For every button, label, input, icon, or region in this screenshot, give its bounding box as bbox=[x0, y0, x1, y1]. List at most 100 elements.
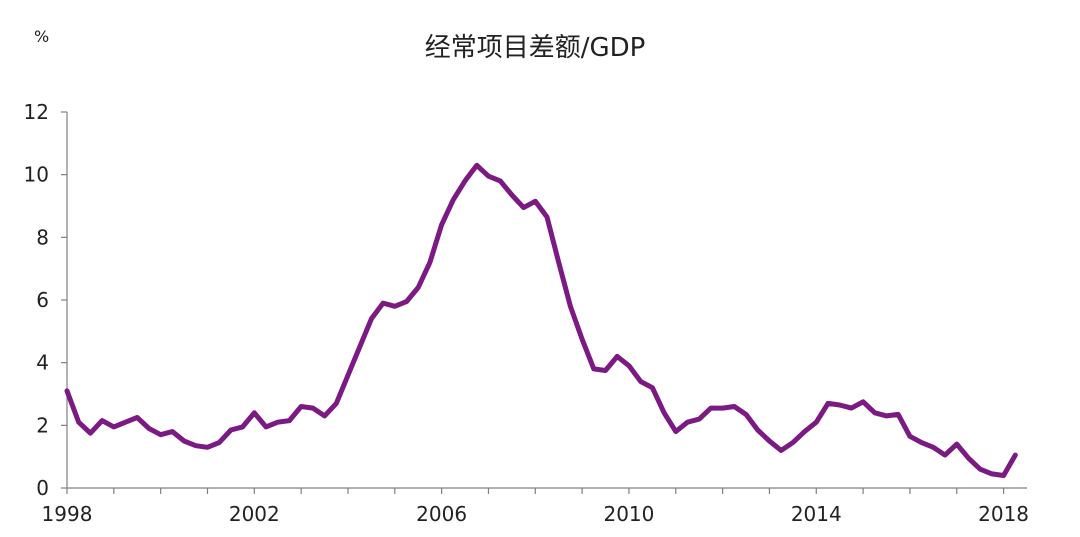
data-point bbox=[427, 260, 432, 265]
data-point bbox=[287, 418, 292, 423]
data-point bbox=[193, 443, 198, 448]
data-point bbox=[439, 222, 444, 227]
data-point bbox=[158, 432, 163, 437]
data-point bbox=[755, 428, 760, 433]
data-point bbox=[228, 428, 233, 433]
y-tick-label: 2 bbox=[36, 413, 49, 437]
data-point bbox=[884, 413, 889, 418]
data-point bbox=[978, 467, 983, 472]
data-point bbox=[357, 345, 362, 350]
data-point bbox=[966, 456, 971, 461]
data-point bbox=[392, 304, 397, 309]
axes: 0 2 4 6 8 10 12 1998 2002 2006 2010 2014 2018 bbox=[24, 100, 1029, 526]
data-point bbox=[872, 410, 877, 415]
data-point bbox=[404, 299, 409, 304]
data-point bbox=[556, 260, 561, 265]
data-point bbox=[310, 406, 315, 411]
data-point bbox=[697, 417, 702, 422]
chart-title: 经常项目差额/GDP bbox=[425, 33, 646, 63]
data-point bbox=[498, 178, 503, 183]
data-point bbox=[849, 406, 854, 411]
data-point bbox=[217, 440, 222, 445]
y-unit-label: % bbox=[34, 27, 49, 46]
data-point bbox=[76, 420, 81, 425]
y-tick-label: 4 bbox=[36, 351, 49, 375]
series-line bbox=[64, 162, 1018, 478]
data-point bbox=[779, 448, 784, 453]
data-point bbox=[463, 178, 468, 183]
data-point bbox=[943, 453, 948, 458]
data-point bbox=[650, 385, 655, 390]
data-point bbox=[205, 445, 210, 450]
data-point bbox=[322, 413, 327, 418]
data-point bbox=[907, 434, 912, 439]
data-point bbox=[591, 366, 596, 371]
data-point bbox=[123, 420, 128, 425]
data-point bbox=[100, 418, 105, 423]
data-point bbox=[580, 337, 585, 342]
data-point bbox=[275, 420, 280, 425]
data-point bbox=[521, 205, 526, 210]
data-point bbox=[708, 406, 713, 411]
data-point bbox=[919, 440, 924, 445]
data-point bbox=[111, 424, 116, 429]
data-point bbox=[568, 304, 573, 309]
data-point bbox=[533, 199, 538, 204]
y-tick-label: 6 bbox=[36, 288, 49, 312]
data-point bbox=[1013, 453, 1018, 458]
data-point bbox=[299, 404, 304, 409]
data-point bbox=[826, 401, 831, 406]
data-point bbox=[802, 429, 807, 434]
data-point bbox=[509, 193, 514, 198]
data-point bbox=[732, 404, 737, 409]
data-point bbox=[182, 439, 187, 444]
data-point bbox=[416, 285, 421, 290]
data-point bbox=[545, 215, 550, 220]
y-tick-label: 0 bbox=[36, 476, 49, 500]
data-point bbox=[767, 439, 772, 444]
data-point bbox=[264, 424, 269, 429]
data-point bbox=[451, 197, 456, 202]
data-point bbox=[486, 174, 491, 179]
data-point bbox=[369, 316, 374, 321]
data-point bbox=[837, 403, 842, 408]
data-point bbox=[603, 368, 608, 373]
x-tick-label: 2018 bbox=[978, 502, 1029, 526]
data-point bbox=[814, 420, 819, 425]
data-point bbox=[65, 388, 70, 393]
y-tick-label: 8 bbox=[36, 225, 49, 249]
data-point bbox=[474, 163, 479, 168]
data-point bbox=[88, 431, 93, 436]
data-point bbox=[615, 354, 620, 359]
y-tick-label: 12 bbox=[24, 100, 49, 124]
data-point bbox=[673, 429, 678, 434]
x-tick-label: 2010 bbox=[603, 502, 654, 526]
data-point bbox=[861, 399, 866, 404]
data-point bbox=[346, 373, 351, 378]
data-point bbox=[147, 426, 152, 431]
y-tick-label: 10 bbox=[24, 163, 49, 187]
data-point bbox=[790, 440, 795, 445]
x-tick-label: 1998 bbox=[42, 502, 93, 526]
data-point bbox=[685, 420, 690, 425]
data-point bbox=[662, 410, 667, 415]
data-point bbox=[170, 429, 175, 434]
x-tick-label: 2006 bbox=[416, 502, 467, 526]
data-point bbox=[240, 424, 245, 429]
data-point bbox=[989, 471, 994, 476]
x-tick-label: 2002 bbox=[229, 502, 280, 526]
data-point bbox=[954, 442, 959, 447]
plot-area bbox=[64, 162, 1018, 478]
data-point bbox=[744, 412, 749, 417]
data-point bbox=[627, 363, 632, 368]
data-point bbox=[1001, 473, 1006, 478]
x-tick-label: 2014 bbox=[791, 502, 842, 526]
data-point bbox=[720, 406, 725, 411]
data-point bbox=[381, 301, 386, 306]
data-point bbox=[252, 410, 257, 415]
data-point bbox=[931, 445, 936, 450]
data-point bbox=[334, 401, 339, 406]
data-point bbox=[638, 379, 643, 384]
data-point bbox=[896, 412, 901, 417]
